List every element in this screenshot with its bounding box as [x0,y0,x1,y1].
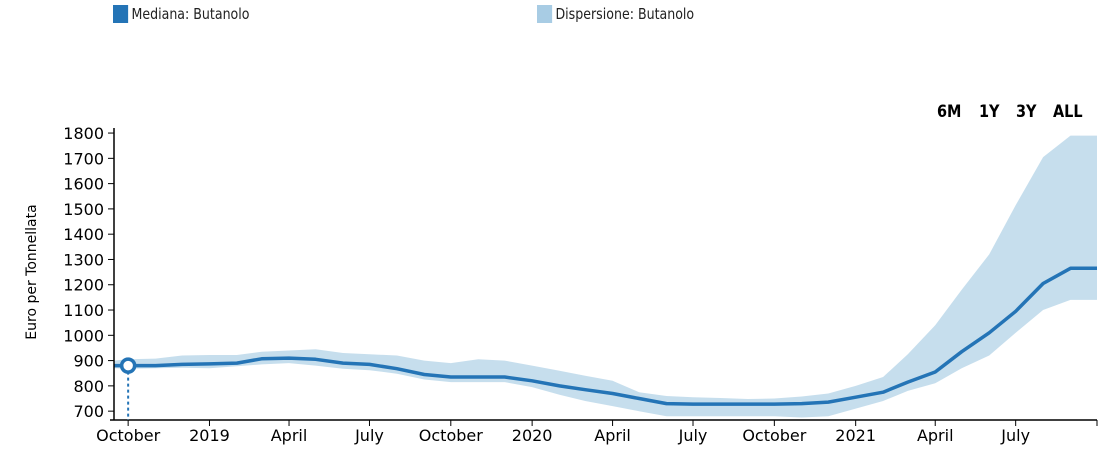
y-tick-label: 800 [73,377,104,396]
legend-swatch-dispersione [537,5,553,23]
legend-label-dispersione: Dispersione: Butanolo [555,5,695,23]
x-tick-label: July [678,426,708,445]
y-tick-label: 1400 [63,225,104,244]
x-tick-label: October [96,426,160,445]
x-tick-label: October [419,426,483,445]
y-tick-label: 1700 [63,149,104,168]
legend-item-mediana[interactable]: Mediana: Butanolo [113,5,249,23]
legend-swatch-mediana [113,5,129,23]
legend-item-dispersione[interactable]: Dispersione: Butanolo [537,5,694,23]
y-tick-label: 1500 [63,200,104,219]
x-tick-label: 2020 [512,426,553,445]
y-tick-label: 1200 [63,276,104,295]
x-tick-label: April [594,426,631,445]
x-tick-label: July [354,426,384,445]
range-selector: 6M 1Y 3Y ALL [937,102,1101,122]
y-tick-label: 1100 [63,301,104,320]
y-tick-label: 1000 [63,326,104,345]
x-tick-label: October [742,426,806,445]
y-tick-label: 1300 [63,250,104,269]
x-tick-label: April [271,426,308,445]
range-button-1y[interactable]: 1Y [978,102,1000,122]
median-line-layer [114,266,1097,406]
y-tick-label: 1800 [63,124,104,143]
highlight-point-marker [119,357,137,374]
legend-label-mediana: Mediana: Butanolo [131,5,250,23]
dispersion-area [114,135,1097,418]
x-tick-label: 2019 [189,426,230,445]
range-button-6m[interactable]: 6M [937,102,962,122]
highlight-layer [119,357,137,420]
median-line [114,266,1097,406]
range-button-all[interactable]: ALL [1053,102,1083,122]
y-tick-label: 900 [73,352,104,371]
dispersion-band-layer [114,135,1097,418]
y-tick-label: 700 [73,402,104,421]
range-button-3y[interactable]: 3Y [1015,102,1037,122]
y-tick-label: 1600 [63,175,104,194]
y-axis-label: Euro per Tonnellata [24,204,40,339]
x-tick-label: July [1000,426,1030,445]
x-tick-label: April [917,426,954,445]
x-tick-label: 2021 [835,426,876,445]
axes: 700 800 900 1000 1100 1200 1300 1400 1500 1600 170… [63,124,1098,445]
